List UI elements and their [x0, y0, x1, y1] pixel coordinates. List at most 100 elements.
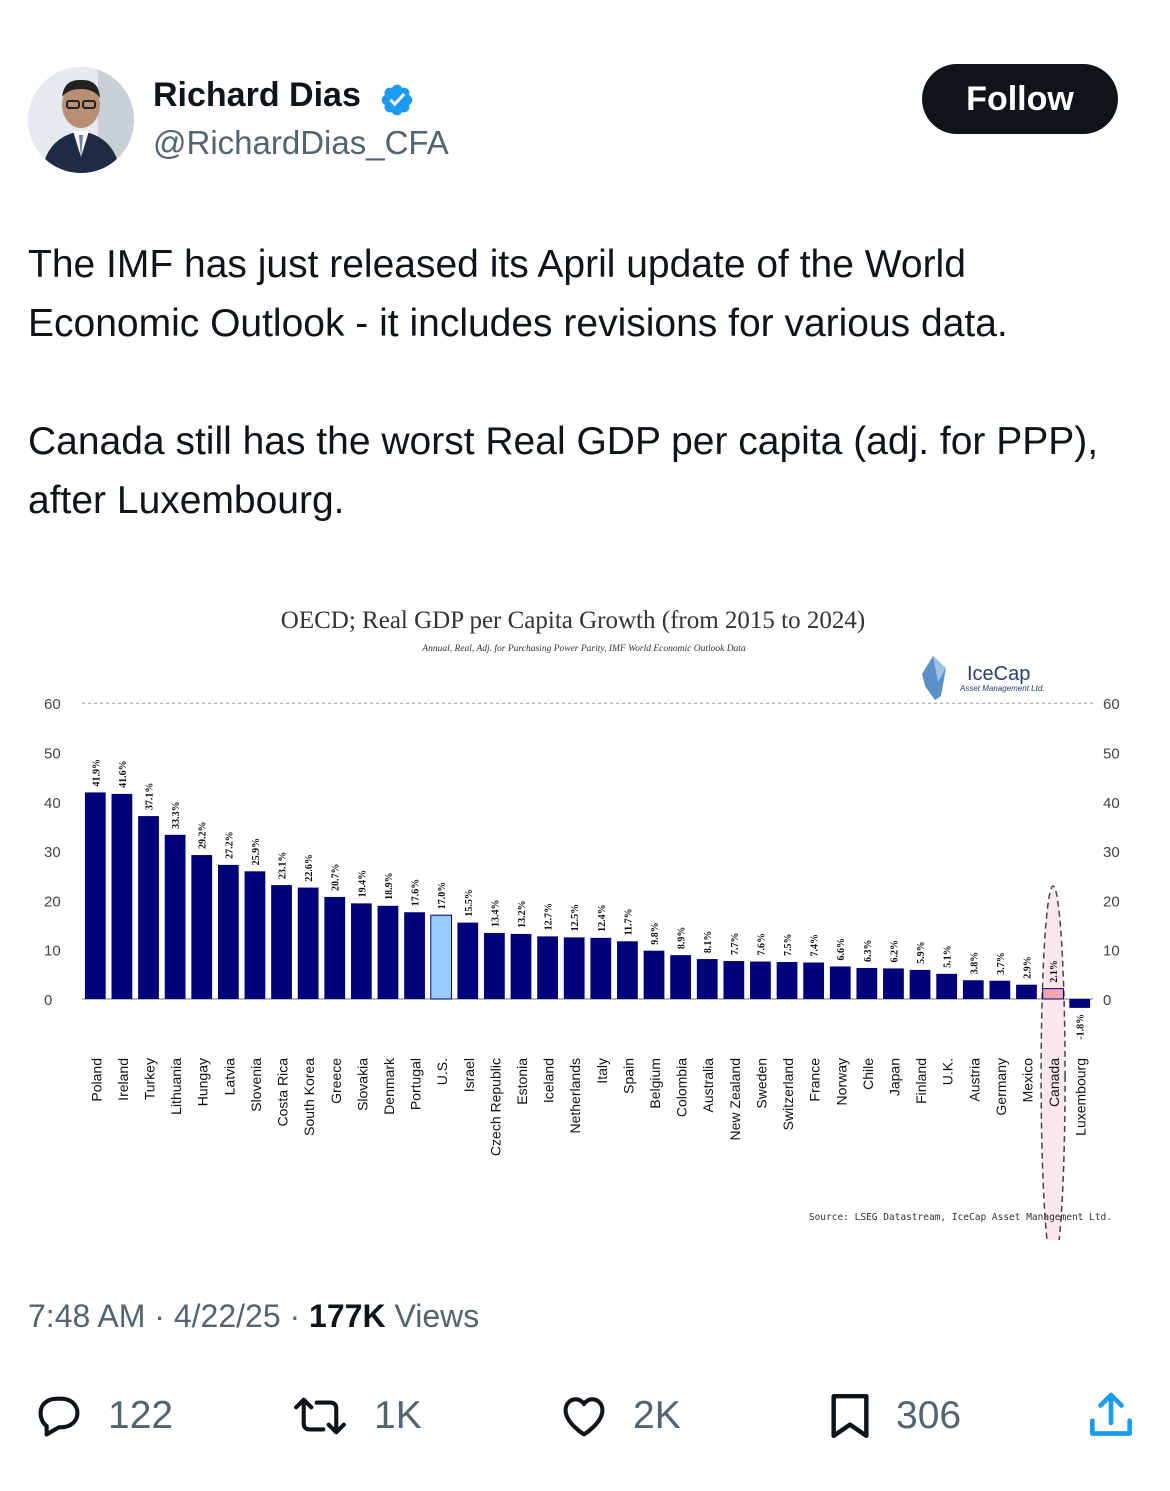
category-label: U.K. — [940, 1058, 956, 1085]
reply-count: 122 — [108, 1394, 174, 1437]
category-label: Hungay — [195, 1058, 211, 1106]
bar — [563, 937, 585, 999]
meta-separator: · — [154, 1298, 174, 1334]
y-tick-label-left: 20 — [44, 893, 61, 910]
repost-button[interactable]: 1K — [284, 1390, 422, 1442]
tweet-meta: 7:48 AM · 4/22/25 · 177K Views — [28, 1298, 479, 1335]
category-label: Finland — [913, 1058, 929, 1104]
value-label: 3.8% — [969, 952, 980, 975]
tweet-date[interactable]: 4/22/25 — [173, 1298, 281, 1334]
y-tick-label-left: 50 — [44, 746, 61, 763]
bar — [297, 887, 319, 999]
value-label: 6.2% — [889, 940, 900, 963]
bookmark-button[interactable]: 306 — [822, 1390, 961, 1442]
value-label: 13.2% — [517, 900, 528, 928]
category-label: Sweden — [753, 1058, 769, 1109]
category-label: Australia — [700, 1058, 716, 1113]
category-label: Germany — [993, 1058, 1009, 1116]
bar — [484, 932, 505, 999]
author-handle[interactable]: @RichardDias_CFA — [153, 124, 449, 161]
category-label: Spain — [620, 1058, 636, 1094]
repost-count: 1K — [374, 1394, 422, 1437]
category-label: Canada — [1046, 1058, 1062, 1107]
logo-subtext: Asset Management Ltd. — [959, 684, 1045, 693]
bar — [324, 896, 346, 999]
value-label: 17.0% — [437, 882, 448, 910]
category-label: Estonia — [514, 1058, 530, 1105]
value-label: 13.4% — [490, 899, 501, 927]
chart-subtitle: Annual, Real, Adj. for Purchasing Power … — [421, 643, 746, 654]
category-label: New Zealand — [727, 1058, 743, 1141]
y-tick-label-right: 20 — [1103, 893, 1120, 910]
tweet-time[interactable]: 7:48 AM — [28, 1298, 146, 1334]
value-label: 33.3% — [171, 801, 182, 829]
category-label: France — [807, 1058, 823, 1102]
category-label: Portugal — [408, 1058, 424, 1110]
share-icon — [1090, 1392, 1132, 1436]
bar — [84, 792, 106, 999]
category-label: Japan — [886, 1058, 902, 1096]
category-label: Latvia — [221, 1058, 237, 1096]
meta-separator: · — [289, 1298, 310, 1334]
value-label: 2.9% — [1022, 956, 1033, 979]
value-label: 19.4% — [357, 870, 368, 898]
bar — [217, 864, 239, 999]
category-label: Colombia — [674, 1058, 690, 1117]
bar — [643, 950, 665, 999]
follow-button[interactable]: Follow — [922, 64, 1118, 134]
bar — [191, 855, 213, 999]
category-label: Slovakia — [354, 1058, 370, 1111]
bar — [138, 816, 159, 999]
value-label: 22.6% — [304, 854, 315, 882]
category-label: Denmark — [381, 1057, 397, 1115]
author-name[interactable]: Richard Dias — [153, 76, 361, 114]
bar — [244, 871, 266, 999]
bar — [617, 941, 638, 999]
canada-highlight-ellipse — [1040, 885, 1066, 1240]
repost-icon — [294, 1397, 346, 1435]
y-tick-label-left: 30 — [44, 844, 61, 861]
avatar[interactable] — [28, 67, 134, 173]
share-button[interactable] — [1083, 1390, 1139, 1442]
value-label: 15.5% — [464, 889, 475, 917]
bar — [457, 922, 479, 999]
reply-button[interactable]: 122 — [28, 1390, 173, 1442]
y-tick-label-left: 10 — [44, 943, 61, 960]
value-label: 5.1% — [943, 945, 954, 968]
value-label: 17.6% — [411, 879, 422, 907]
value-label: 12.7% — [544, 903, 555, 931]
value-label: 2.1% — [1049, 960, 1060, 983]
bar — [723, 961, 745, 999]
reply-icon — [38, 1396, 80, 1437]
category-label: Chile — [860, 1058, 876, 1090]
bar — [271, 885, 292, 999]
y-tick-label-right: 40 — [1103, 795, 1120, 812]
y-tick-label-right: 50 — [1103, 746, 1120, 763]
y-tick-label-right: 60 — [1103, 696, 1120, 713]
value-label: 18.9% — [384, 872, 395, 900]
views-label: Views — [394, 1298, 480, 1334]
bar — [164, 834, 186, 999]
category-label: Norway — [833, 1058, 849, 1105]
category-label: Turkey — [142, 1058, 158, 1100]
y-tick-label-right: 30 — [1103, 844, 1120, 861]
bar — [404, 912, 425, 999]
bar — [350, 903, 372, 999]
category-label: Slovenia — [248, 1058, 264, 1112]
category-label: Belgium — [647, 1058, 663, 1109]
value-label: -1.8% — [1076, 1014, 1087, 1040]
value-label: 3.7% — [996, 952, 1007, 975]
bar — [1042, 988, 1064, 1000]
bar — [537, 936, 558, 999]
tweet-text-paragraph-1: The IMF has just released its April upda… — [28, 243, 1008, 345]
y-tick-label-left: 0 — [44, 992, 52, 1009]
category-label: Netherlands — [567, 1058, 583, 1134]
bookmark-icon — [831, 1393, 869, 1439]
category-label: Ireland — [115, 1058, 131, 1101]
chart-image[interactable]: OECD; Real GDP per Capita Growth (from 2… — [0, 590, 1170, 1240]
like-button[interactable]: 2K — [553, 1390, 681, 1442]
value-label: 41.6% — [118, 760, 129, 788]
heart-icon — [563, 1397, 605, 1437]
bar — [936, 973, 958, 999]
category-label: Austria — [966, 1058, 982, 1102]
